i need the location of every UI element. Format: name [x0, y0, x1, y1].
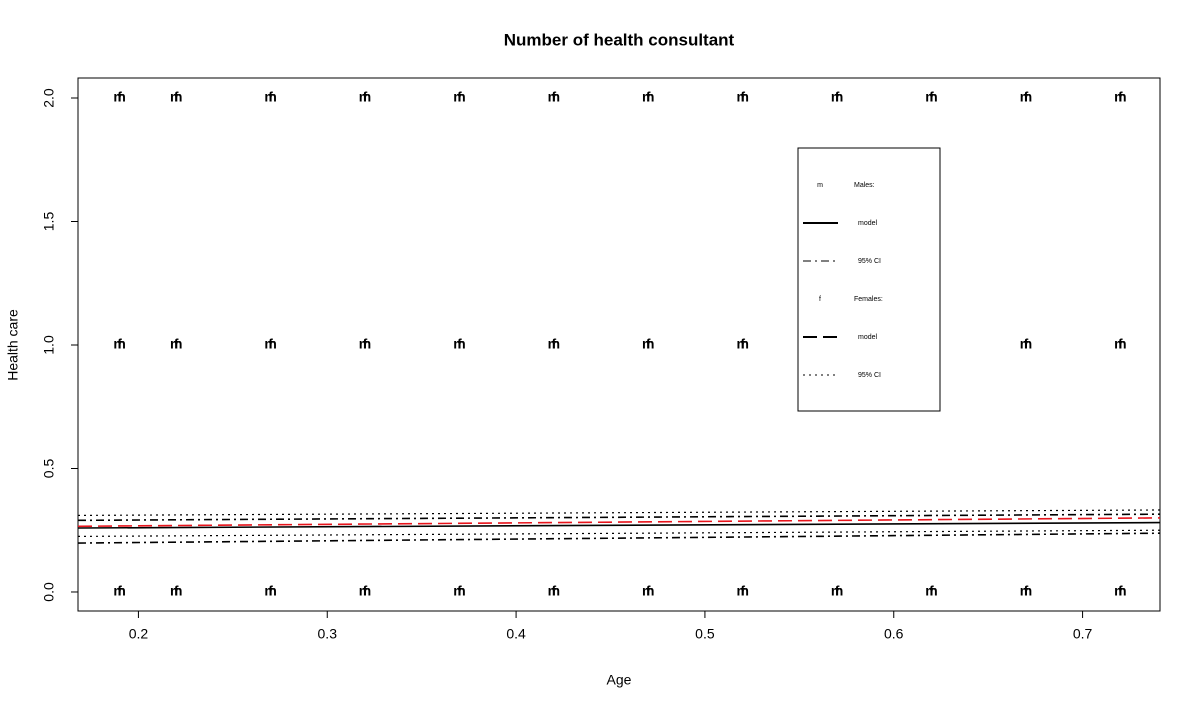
point: f	[363, 89, 368, 105]
point: m	[170, 583, 182, 599]
y-axis-label: Health care	[5, 309, 21, 381]
point: f	[646, 583, 651, 599]
point: m	[548, 583, 560, 599]
point: m	[1020, 336, 1032, 352]
point: m	[1114, 89, 1126, 105]
legend-label: Males:	[854, 182, 875, 189]
point: f	[740, 583, 745, 599]
point: m	[736, 336, 748, 352]
point: f	[457, 336, 462, 352]
point: m	[1020, 89, 1032, 105]
point: f	[363, 583, 368, 599]
point: f	[1118, 336, 1123, 352]
point: f	[929, 583, 934, 599]
point: f	[457, 89, 462, 105]
line-longdash	[77, 517, 1161, 528]
point: m	[113, 89, 125, 105]
point: f	[929, 89, 934, 105]
point: m	[453, 89, 465, 105]
point: f	[552, 336, 557, 352]
line-dashdot	[77, 513, 1161, 522]
point: m	[642, 336, 654, 352]
point: m	[736, 583, 748, 599]
legend-box	[797, 147, 941, 412]
point: m	[736, 89, 748, 105]
point: f	[363, 336, 368, 352]
point: m	[113, 336, 125, 352]
point: f	[835, 583, 840, 599]
point: f	[117, 583, 122, 599]
line-solid	[77, 521, 1161, 529]
point: f	[740, 336, 745, 352]
x-tick-label: 0.7	[1073, 626, 1093, 642]
line-dotted	[77, 509, 1161, 517]
point: m	[264, 336, 276, 352]
point: f	[117, 336, 122, 352]
point: m	[831, 89, 843, 105]
point: m	[453, 336, 465, 352]
legend-label: 95% CI	[858, 258, 881, 265]
line-dashdot	[77, 532, 1161, 544]
point: f	[552, 89, 557, 105]
x-tick-label: 0.2	[129, 626, 149, 642]
point: f	[174, 89, 179, 105]
point: f	[552, 583, 557, 599]
point: m	[264, 89, 276, 105]
point: f	[174, 336, 179, 352]
point: f	[457, 583, 462, 599]
point: m	[453, 583, 465, 599]
point: m	[1020, 583, 1032, 599]
point: m	[642, 583, 654, 599]
point: m	[925, 89, 937, 105]
point: f	[740, 89, 745, 105]
y-tick-label: 0.5	[41, 459, 57, 479]
point: f	[646, 336, 651, 352]
point: m	[113, 583, 125, 599]
y-tick-label: 1.5	[41, 212, 57, 232]
point: m	[831, 583, 843, 599]
point: f	[1024, 583, 1029, 599]
legend-symbol: m	[817, 182, 823, 189]
point: m	[359, 583, 371, 599]
point: f	[117, 89, 122, 105]
point: f	[646, 89, 651, 105]
point: m	[359, 336, 371, 352]
x-tick-label: 0.4	[506, 626, 526, 642]
point: m	[642, 89, 654, 105]
point: m	[170, 336, 182, 352]
y-tick-label: 2.0	[41, 88, 57, 108]
legend-symbol: f	[819, 296, 821, 303]
y-tick-label: 1.0	[41, 335, 57, 355]
point: m	[925, 583, 937, 599]
legend-label: 95% CI	[858, 372, 881, 379]
point: f	[1024, 336, 1029, 352]
x-axis-label: Age	[607, 672, 632, 688]
point: m	[1114, 336, 1126, 352]
point: f	[835, 89, 840, 105]
point: m	[548, 336, 560, 352]
point: m	[1114, 583, 1126, 599]
x-tick-label: 0.3	[318, 626, 338, 642]
point: m	[264, 583, 276, 599]
chart-title: Number of health consultant	[504, 30, 735, 49]
point: f	[1118, 583, 1123, 599]
line-dotted	[77, 529, 1161, 538]
legend-label: Females:	[854, 296, 883, 303]
point: m	[359, 89, 371, 105]
point: m	[548, 89, 560, 105]
legend-label: model	[858, 220, 878, 227]
x-tick-label: 0.6	[884, 626, 904, 642]
point: f	[1024, 89, 1029, 105]
y-tick-label: 0.0	[41, 582, 57, 602]
point: f	[268, 89, 273, 105]
point: f	[1118, 89, 1123, 105]
point: m	[170, 89, 182, 105]
x-tick-label: 0.5	[695, 626, 715, 642]
legend-label: model	[858, 334, 878, 341]
point: f	[268, 583, 273, 599]
point: f	[174, 583, 179, 599]
point: f	[268, 336, 273, 352]
